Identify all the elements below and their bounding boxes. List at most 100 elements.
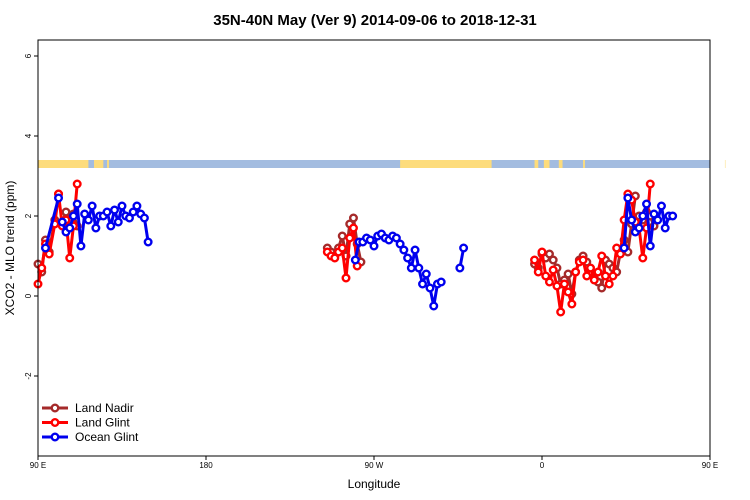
chart-title: 35N-40N May (Ver 9) 2014-09-06 to 2018-1… <box>213 12 537 29</box>
data-point <box>656 201 666 211</box>
data-point <box>113 217 123 227</box>
data-point <box>117 201 127 211</box>
legend-label: Land Nadir <box>75 401 134 415</box>
data-point <box>350 255 360 265</box>
data-point <box>582 271 592 281</box>
data-point <box>337 231 347 241</box>
data-point <box>91 223 101 233</box>
y-tick-label: 4 <box>24 133 33 138</box>
land-band-segment <box>583 160 585 168</box>
data-point <box>436 277 446 287</box>
data-point <box>143 237 153 247</box>
data-point <box>645 179 655 189</box>
data-point <box>330 253 340 263</box>
data-point <box>425 283 435 293</box>
data-point <box>61 207 71 217</box>
data-point <box>65 253 75 263</box>
data-point <box>649 209 659 219</box>
data-point <box>642 199 652 209</box>
data-point <box>418 279 428 289</box>
data-point <box>68 211 78 221</box>
data-point <box>124 213 134 223</box>
y-tick-label: 6 <box>24 53 33 58</box>
data-point <box>586 263 596 273</box>
data-point <box>395 239 405 249</box>
data-point <box>548 255 558 265</box>
land-band-segment <box>38 160 89 168</box>
data-point <box>653 215 663 225</box>
data-point <box>345 233 355 243</box>
data-point <box>541 271 551 281</box>
data-point <box>638 211 648 221</box>
data-point <box>410 245 420 255</box>
series-land-glint <box>33 179 655 317</box>
data-point <box>83 215 93 225</box>
data-point <box>589 275 599 285</box>
land-band-segment <box>94 160 104 168</box>
data-point <box>337 243 347 253</box>
y-tick-label: -2 <box>24 372 33 380</box>
x-tick-label: 90 W <box>365 461 384 470</box>
data-point <box>37 263 47 273</box>
data-point <box>72 179 82 189</box>
data-point <box>391 233 401 243</box>
legend-marker <box>50 403 60 413</box>
data-point <box>597 283 607 293</box>
axes: 90 E 180 90 W 0 90 E -2 0 2 4 6 <box>24 53 718 470</box>
data-point <box>455 263 465 273</box>
data-point <box>604 279 614 289</box>
x-tick-label: 0 <box>540 461 545 470</box>
data-point <box>660 223 670 233</box>
data-point <box>559 279 569 289</box>
data-point <box>597 251 607 261</box>
data-point <box>128 207 138 217</box>
data-point <box>556 307 566 317</box>
x-tick-label: 180 <box>199 461 213 470</box>
land-ocean-band <box>38 160 726 168</box>
data-point <box>668 211 678 221</box>
data-point <box>406 263 416 273</box>
data-point <box>80 209 90 219</box>
data-point <box>634 223 644 233</box>
data-point <box>348 213 358 223</box>
data-point <box>76 241 86 251</box>
data-point <box>110 205 120 215</box>
land-band-segment <box>400 160 492 168</box>
data-point <box>421 269 431 279</box>
data-point <box>40 243 50 253</box>
data-point <box>578 255 588 265</box>
data-point <box>106 221 116 231</box>
series-ocean-glint <box>40 193 678 311</box>
land-band-segment <box>107 160 109 168</box>
data-point <box>341 273 351 283</box>
data-point <box>552 281 562 291</box>
y-tick-label: 2 <box>24 213 33 218</box>
data-point <box>132 201 142 211</box>
data-point <box>608 271 618 281</box>
data-point <box>627 215 637 225</box>
data-point <box>544 277 554 287</box>
land-band-segment <box>543 160 550 168</box>
x-axis-label: Longitude <box>348 477 401 491</box>
data-point <box>563 287 573 297</box>
legend-marker <box>50 418 60 428</box>
data-point <box>600 271 610 281</box>
legend-marker <box>50 432 60 442</box>
data-point <box>369 241 379 251</box>
data-point <box>530 255 540 265</box>
data-point <box>365 235 375 245</box>
series-line <box>44 197 60 249</box>
data-point <box>459 243 469 253</box>
y-tick-label: 0 <box>24 293 33 298</box>
land-band-segment <box>558 160 563 168</box>
data-point <box>102 207 112 217</box>
data-point <box>619 243 629 253</box>
legend-label: Land Glint <box>75 416 130 430</box>
land-band-segment <box>534 160 539 168</box>
series-layer <box>33 179 678 317</box>
data-point <box>567 299 577 309</box>
data-point <box>533 267 543 277</box>
data-point <box>65 223 75 233</box>
